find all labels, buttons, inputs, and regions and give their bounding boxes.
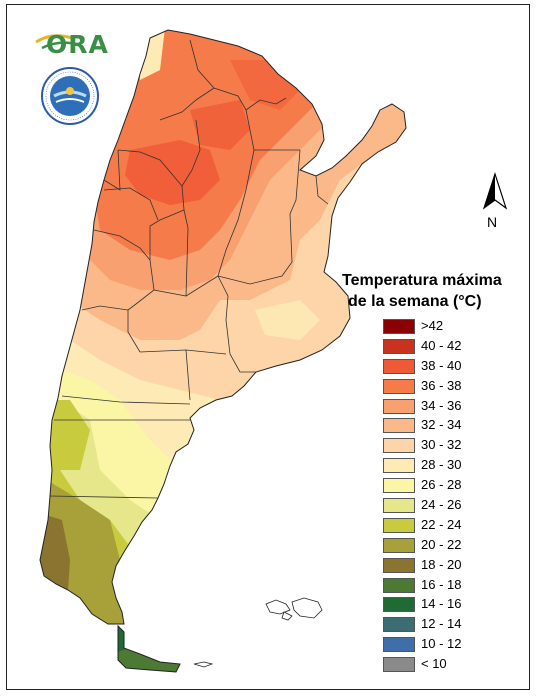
smn-seal-icon [41,67,99,125]
legend-swatch [383,597,415,613]
legend-label: 14 - 16 [421,596,462,612]
legend-title-line-1: Temperatura máxima [342,272,502,289]
legend-swatch [383,319,415,334]
legend-swatch [383,657,415,673]
legend-swatch [383,637,415,653]
legend-swatch [383,517,415,533]
north-arrow-icon [482,172,508,210]
legend-label: >42 [421,318,444,333]
legend-swatch [383,617,415,633]
north-label: N [487,214,498,230]
legend-label: 12 - 14 [421,616,462,632]
legend-label: 22 - 24 [421,516,462,532]
legend-swatch [383,537,415,553]
legend-label: 24 - 26 [421,497,462,513]
isla-de-los-estados [193,661,214,668]
map-frame [6,4,530,690]
temperature-field [40,30,406,624]
legend-swatch [383,398,415,414]
legend-swatch [383,358,415,374]
legend-label: 16 - 18 [421,576,462,592]
legend-label: 30 - 32 [421,437,462,453]
tierra-del-fuego-field [118,626,180,672]
legend-swatch [383,438,415,454]
legend-swatch [383,418,415,434]
legend-label: 18 - 20 [421,556,462,572]
legend-label: < 10 [421,656,447,672]
legend-title-line-2: de la semana (°C) [348,293,482,310]
legend-label: 36 - 38 [421,377,462,393]
legend-label: 40 - 42 [421,337,462,353]
legend-swatch [383,378,415,394]
legend-label: 34 - 36 [421,397,462,413]
legend-label: 38 - 40 [421,357,462,373]
legend-swatch [383,478,415,494]
ora-logo-text: ORA [46,30,109,59]
legend-swatch [383,458,415,474]
legend-swatch [383,338,415,354]
islas-malvinas [265,597,323,621]
ora-logo-icon [35,34,77,50]
legend-title: Temperatura máxima de la semana (°C) [342,270,532,312]
legend-label: 32 - 34 [421,417,462,433]
legend-label: 26 - 28 [421,477,462,493]
legend-label: 10 - 12 [421,636,462,652]
legend-swatch [383,577,415,593]
legend-label: 20 - 22 [421,536,462,552]
legend-swatch [383,557,415,573]
legend-label: 28 - 30 [421,457,462,473]
legend-swatch [383,498,415,514]
province-borders [39,29,407,673]
